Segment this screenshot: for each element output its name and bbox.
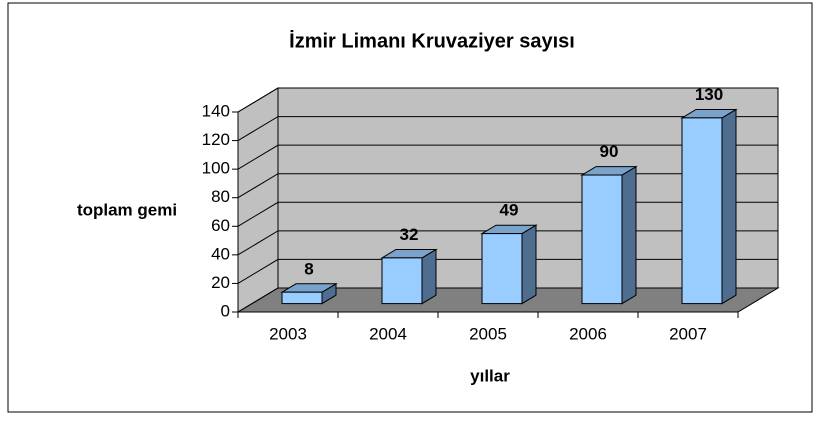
grid-line [237, 144, 778, 170]
y-tick-label: 40 [211, 244, 230, 263]
data-label: 49 [500, 201, 519, 220]
y-tick-label: 20 [211, 273, 230, 292]
y-tick-label: 140 [202, 101, 230, 120]
x-tick-label: 2005 [469, 324, 507, 343]
bar-side [621, 165, 637, 305]
bar-side [521, 224, 537, 305]
x-tick-label: 2003 [269, 324, 307, 343]
bar [481, 233, 523, 305]
data-label: 32 [400, 225, 419, 244]
bar [281, 291, 323, 305]
y-tick-label: 60 [211, 216, 230, 235]
side-wall [237, 87, 279, 313]
data-label: 8 [304, 259, 313, 278]
x-tick-label: 2004 [369, 324, 407, 343]
chart-title: İzmir Limanı Kruvaziyer sayısı [289, 29, 575, 52]
bar [381, 257, 423, 305]
x-axis-label: yıllar [470, 366, 510, 385]
y-axis-label: toplam gemi [77, 200, 177, 219]
grid-line [237, 87, 778, 113]
bar [581, 174, 623, 305]
x-tick-label: 2007 [669, 324, 707, 343]
bar [681, 117, 723, 305]
x-tick-label: 2006 [569, 324, 607, 343]
y-tick-label: 0 [221, 301, 230, 320]
y-tick-label: 100 [202, 159, 230, 178]
y-tick-label: 80 [211, 187, 230, 206]
y-tick-label: 120 [202, 130, 230, 149]
grid-line [237, 116, 778, 142]
data-label: 90 [600, 142, 619, 161]
bar-side [421, 248, 437, 305]
data-label: 130 [695, 85, 723, 104]
bar-side [721, 108, 737, 305]
